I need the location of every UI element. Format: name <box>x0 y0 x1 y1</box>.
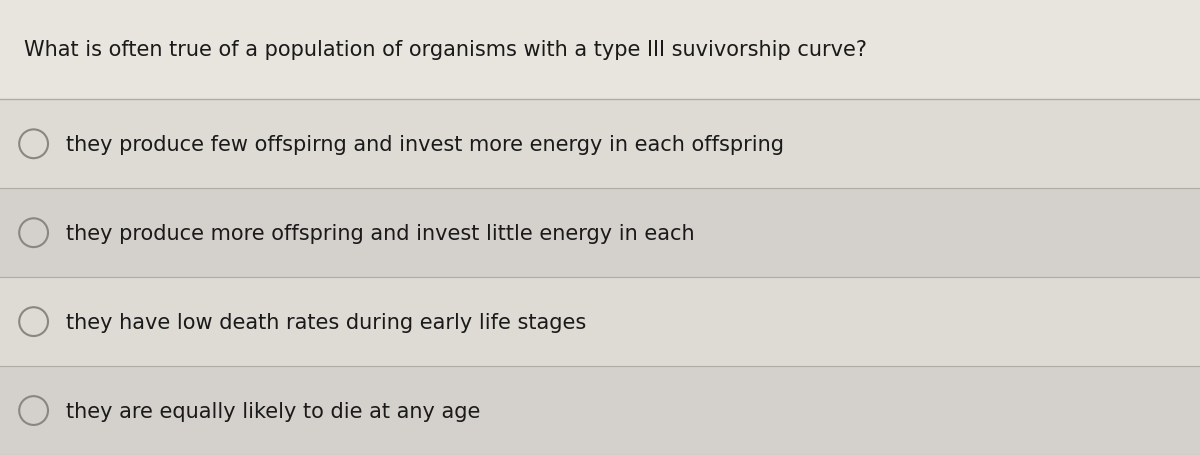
Text: they have low death rates during early life stages: they have low death rates during early l… <box>66 312 587 332</box>
FancyBboxPatch shape <box>0 189 1200 278</box>
FancyBboxPatch shape <box>0 366 1200 455</box>
Text: they produce few offspirng and invest more energy in each offspring: they produce few offspirng and invest mo… <box>66 135 784 154</box>
FancyBboxPatch shape <box>0 100 1200 189</box>
FancyBboxPatch shape <box>0 278 1200 366</box>
Text: they are equally likely to die at any age: they are equally likely to die at any ag… <box>66 401 480 420</box>
FancyBboxPatch shape <box>0 0 1200 100</box>
Text: What is often true of a population of organisms with a type III suvivorship curv: What is often true of a population of or… <box>24 40 866 60</box>
Text: they produce more offspring and invest little energy in each: they produce more offspring and invest l… <box>66 223 695 243</box>
